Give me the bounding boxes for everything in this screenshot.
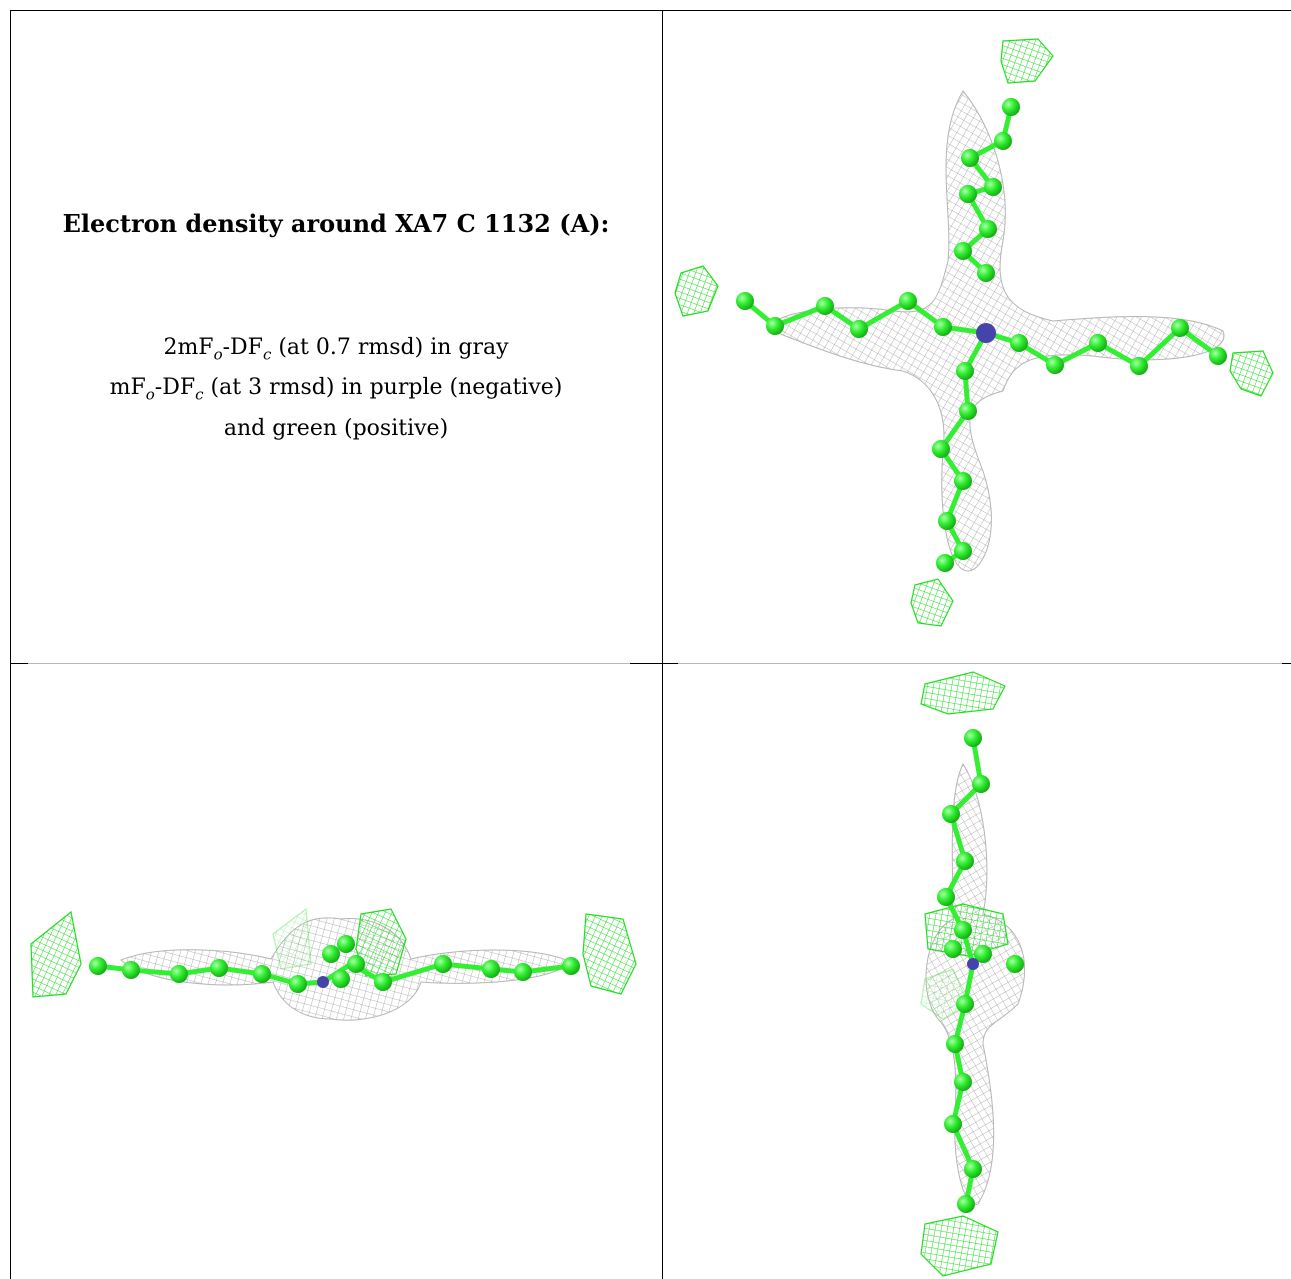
ligand-atoms [937,729,1024,1213]
grid-center-line [662,10,663,1279]
grid-middle-tick-left [10,663,28,664]
caption-line-fofc: mFo-DFc (at 3 rmsd) in purple (negative) [109,375,563,404]
caption-line-2fofc: 2mFo-DFc (at 0.7 rmsd) in gray [163,335,509,364]
ligand-atoms [89,935,580,993]
nitrogen-atom [317,976,329,988]
density-panel-side-view-horizontal [11,664,662,1279]
density-image-top-view [674,38,1274,627]
figure-title: Electron density around XA7 C 1132 (A): [62,209,610,238]
legend-cell: Electron density around XA7 C 1132 (A): … [10,11,662,663]
density-panel-top-view [663,11,1291,663]
density-panel-side-view-vertical [663,664,1291,1279]
grid-left-line [10,10,11,1279]
gray-mesh [770,90,1225,572]
density-image-side-view-horizontal [30,907,637,1021]
green-mesh [674,38,1274,627]
figure-caption: 2mFo-DFc (at 0.7 rmsd) in gray mFo-DFc (… [10,331,662,445]
grid-middle-tick-right [1282,663,1291,664]
nitrogen-atom [967,958,979,970]
green-mesh [30,907,637,998]
nitrogen-atom [976,323,996,343]
caption-line-colors: and green (positive) [223,415,449,441]
density-image-side-view-vertical [920,671,1025,1277]
grid-top-line [10,10,1291,11]
ligand-atoms [736,98,1227,572]
grid-middle-tick-center [630,663,678,664]
